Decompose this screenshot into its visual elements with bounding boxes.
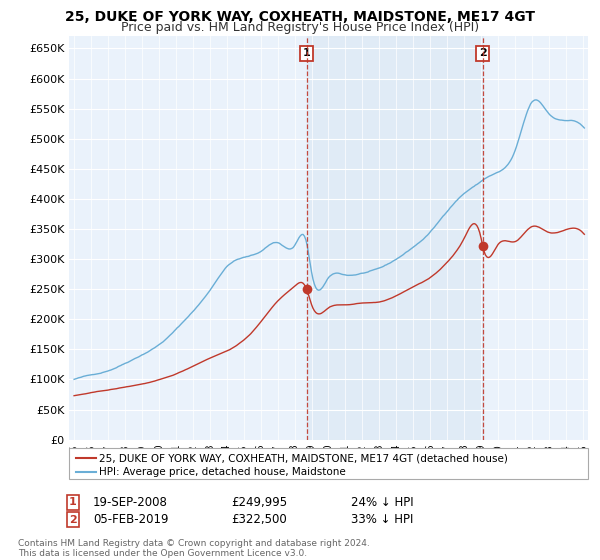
Text: 19-SEP-2008: 19-SEP-2008 [93,496,168,509]
Text: 33% ↓ HPI: 33% ↓ HPI [351,513,413,526]
Text: 1: 1 [303,48,311,58]
Text: 24% ↓ HPI: 24% ↓ HPI [351,496,413,509]
Text: Contains HM Land Registry data © Crown copyright and database right 2024.
This d: Contains HM Land Registry data © Crown c… [18,539,370,558]
Bar [307,36,482,440]
Text: £322,500: £322,500 [231,513,287,526]
Text: 25, DUKE OF YORK WAY, COXHEATH, MAIDSTONE, ME17 4GT (detached house): 25, DUKE OF YORK WAY, COXHEATH, MAIDSTON… [99,453,508,463]
Text: Price paid vs. HM Land Registry's House Price Index (HPI): Price paid vs. HM Land Registry's House … [121,21,479,34]
Text: 2: 2 [479,48,487,58]
Text: 1: 1 [69,497,77,507]
Text: 2: 2 [69,515,77,525]
Text: HPI: Average price, detached house, Maidstone: HPI: Average price, detached house, Maid… [99,466,346,477]
Text: £249,995: £249,995 [231,496,287,509]
Text: 25, DUKE OF YORK WAY, COXHEATH, MAIDSTONE, ME17 4GT: 25, DUKE OF YORK WAY, COXHEATH, MAIDSTON… [65,10,535,24]
Text: 05-FEB-2019: 05-FEB-2019 [93,513,169,526]
